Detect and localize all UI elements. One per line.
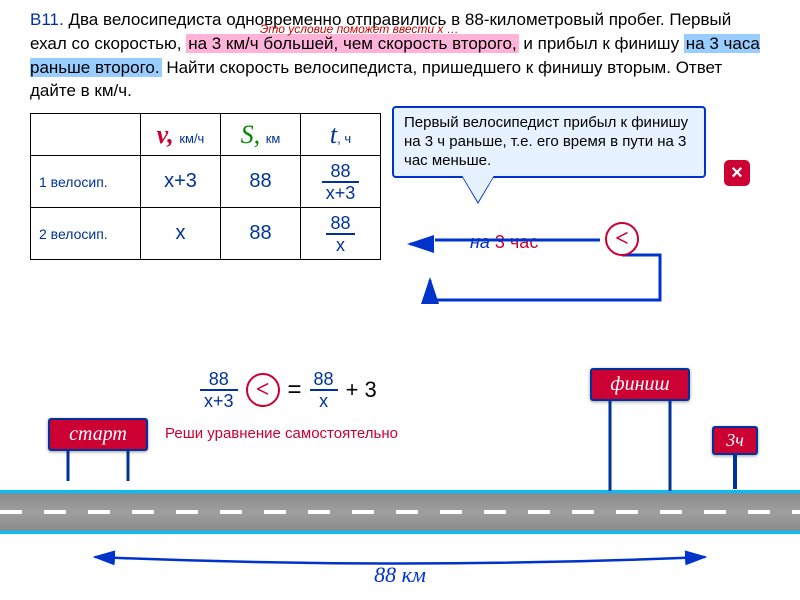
intro-hint: Это условие поможет ввести х … bbox=[260, 22, 459, 36]
equals-sign: = bbox=[288, 376, 302, 404]
callout-box: Первый велосипедист прибыл к финишу на 3… bbox=[392, 106, 706, 178]
row1-s: 88 bbox=[221, 156, 301, 208]
less-than-circle: < bbox=[605, 222, 639, 256]
close-icon[interactable]: × bbox=[724, 160, 750, 186]
distance-label: 88 км bbox=[0, 562, 800, 588]
row2-s: 88 bbox=[221, 208, 301, 260]
problem-part2: и прибыл к финишу bbox=[519, 34, 684, 53]
row1-label: 1 велосип. bbox=[31, 156, 141, 208]
road bbox=[0, 490, 800, 534]
finish-sign: финиш bbox=[590, 368, 690, 491]
header-s: S, км bbox=[221, 114, 301, 156]
start-sign: старт bbox=[48, 418, 148, 481]
row1-t: 88x+3 bbox=[301, 156, 381, 208]
row2-v: x bbox=[141, 208, 221, 260]
solve-hint: Реши уравнение самостоятельно bbox=[165, 425, 398, 442]
equation: 88 x+3 < = 88 x + 3 bbox=[200, 370, 377, 410]
row1-v: x+3 bbox=[141, 156, 221, 208]
header-t: t, ч bbox=[301, 114, 381, 156]
problem-text: В11. Два велосипедиста одновременно отпр… bbox=[0, 0, 800, 107]
problem-number: В11. bbox=[30, 10, 64, 29]
row2-t: 88x bbox=[301, 208, 381, 260]
less-than-in-eq: < bbox=[246, 373, 280, 407]
highlight-pink: на 3 км/ч большей, чем скорость второго, bbox=[186, 34, 519, 53]
callout-tail bbox=[460, 172, 496, 202]
row2-label: 2 велосип. bbox=[31, 208, 141, 260]
plus-term: + 3 bbox=[346, 377, 377, 403]
connector-arrow bbox=[400, 200, 680, 320]
header-v: v, км/ч bbox=[141, 114, 221, 156]
time-sign: 3ч bbox=[712, 426, 758, 489]
